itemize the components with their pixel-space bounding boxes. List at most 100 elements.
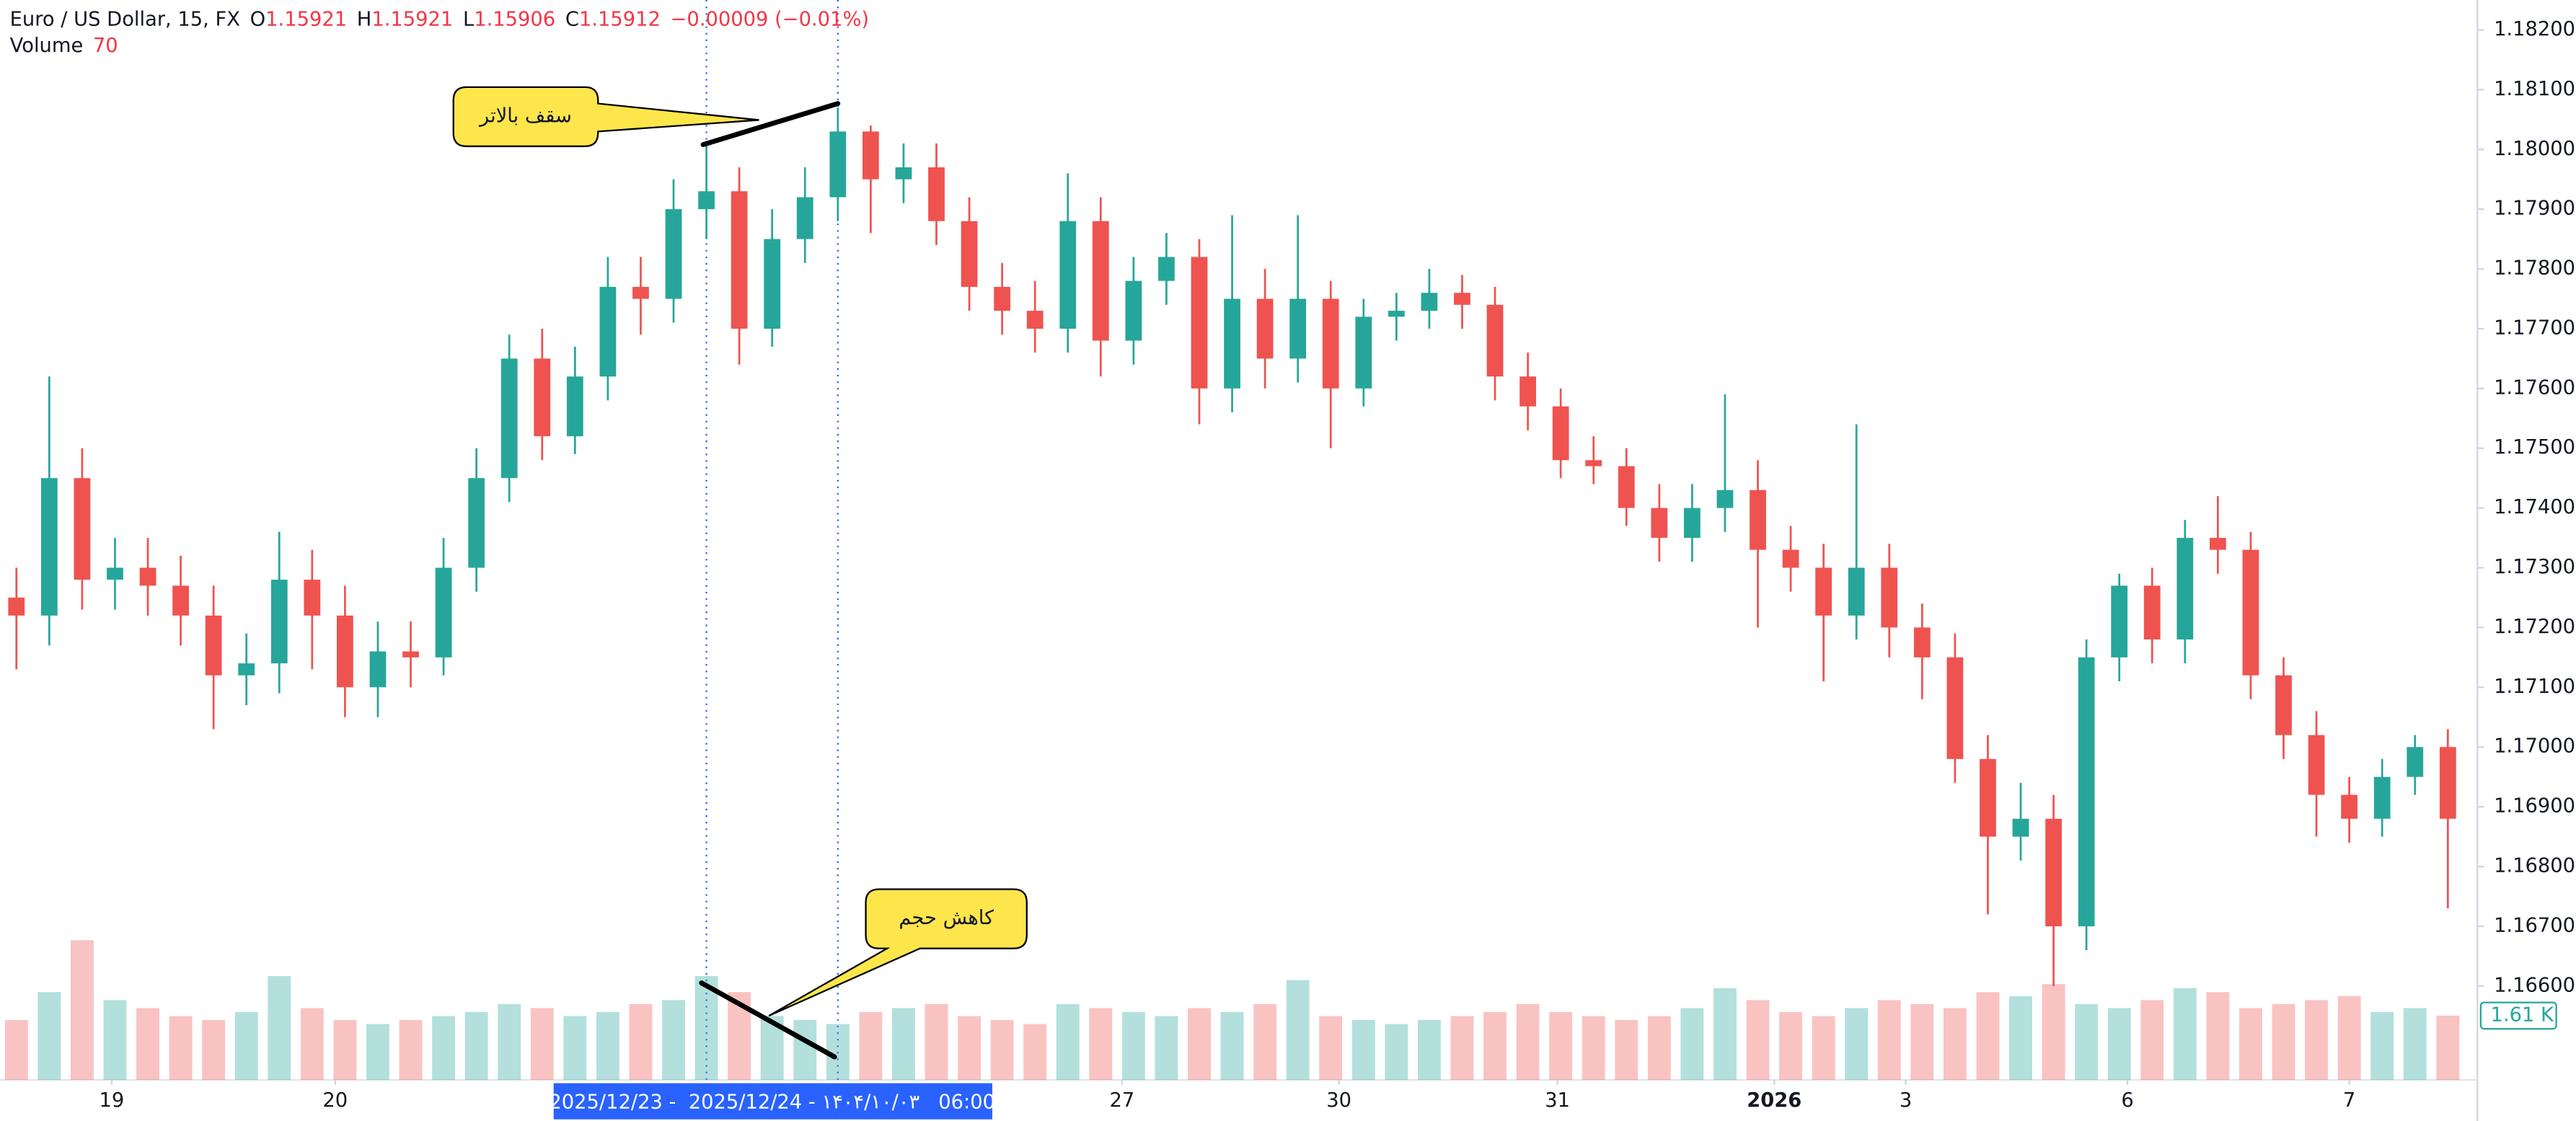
legend-key: H [357,8,372,30]
candle-body [1322,298,1339,389]
volume-bar [498,1003,521,1080]
candle-body [2078,657,2095,926]
candle-body [74,478,91,580]
candle-body [1454,293,1470,305]
y-tick-label: 1.17500 [2494,436,2575,458]
candle-body [2045,818,2062,926]
candle-body [468,478,485,568]
candle-body [895,167,912,180]
volume-bar [1056,1003,1080,1080]
x-tick-label: 30 [1326,1089,1351,1112]
candle-body [270,580,288,664]
volume-bar [629,1003,653,1080]
y-tick-label: 1.17600 [2494,376,2575,399]
legend-key: O [250,8,266,30]
y-tick-label: 1.17800 [2494,257,2575,280]
candle-body [2439,747,2456,819]
volume-bar [1615,1019,1638,1080]
x-tick-label: 27 [1110,1089,1135,1112]
candle-body [961,221,978,287]
volume-bar [2009,996,2032,1080]
volume-bar [1549,1011,1573,1080]
candle-body [139,567,156,586]
volume-label: Volume [10,34,84,56]
y-tick-label: 1.16700 [2494,914,2575,936]
candle-body [2373,776,2391,819]
candle-body [1191,257,1208,389]
y-tick-label: 1.17400 [2494,496,2575,518]
y-tick-label: 1.16600 [2494,974,2575,996]
candle-body [731,191,748,329]
volume-bar [1121,1011,1145,1080]
candle-body [665,209,682,299]
y-tick-label: 1.17700 [2494,316,2575,339]
volume-bar [2075,1003,2099,1080]
candle-body [8,597,25,616]
volume-bar [1680,1008,1704,1080]
candle-body [1651,508,1668,539]
volume-bar [1450,1016,1474,1080]
volume-bar [234,1011,258,1080]
volume-bar [2337,996,2361,1080]
candle-body [1815,567,1832,616]
y-tick-label: 1.18200 [2494,18,2575,40]
candle-body [599,286,617,377]
volume-bar [268,976,291,1080]
candle-body [2242,549,2259,675]
candle-body [369,651,387,688]
volume-bar [1812,1016,1835,1080]
candle-body [2176,538,2194,640]
candle-body [1355,316,1372,389]
volume-bar [136,1008,159,1080]
x-tick-label: 19 [100,1089,125,1112]
volume-bar [2370,1011,2394,1080]
volume-bar [1910,1003,1934,1080]
candle-body [2275,675,2292,735]
candle-body [1980,758,1996,837]
x-tick-label: 20 [322,1089,348,1112]
callout-text: سقف بالاتر [478,105,572,127]
y-tick-label: 1.17100 [2494,675,2575,698]
volume-bar [1943,1008,1967,1080]
candle-body [205,615,222,675]
candle-body [1684,508,1701,539]
x-tick-label: 7 [2343,1089,2355,1112]
candle-body [1946,657,1964,759]
candle-body [1585,460,1602,466]
candle-body [1224,298,1240,389]
candle-body [1421,293,1438,311]
volume-bar [202,1019,226,1080]
volume-bar [1582,1016,1605,1080]
legend-value: 1.15912 [579,8,661,30]
volume-bar [38,992,61,1080]
volume-bar [1417,1019,1441,1080]
candle-body [1782,549,1799,568]
trend-line [700,101,841,148]
volume-bar [2403,1008,2427,1080]
volume-bar [1976,992,2000,1080]
legend: Euro / US Dollar, 15, FX O1.15921 H1.15921… [10,8,869,30]
volume-bar [300,1008,324,1080]
candle-body [1750,489,1766,550]
candle-body [238,663,255,675]
volume-legend: Volume 70 [10,34,118,56]
candle-body [1092,221,1109,341]
legend-key: C [565,8,579,30]
callout [768,888,1028,1017]
candle-body [928,167,945,221]
candle-body [1913,627,1931,657]
volume-bar [793,1019,817,1080]
candle-body [994,286,1011,311]
candle-body [500,358,518,479]
volume-bar [1089,1008,1113,1080]
last-volume-label: 1.61 K [2491,1003,2554,1026]
volume-bar [1746,1000,1770,1080]
volume-bar [1351,1019,1375,1080]
volume-bar [662,1000,685,1080]
y-tick-label: 1.16800 [2494,855,2575,877]
candle-body [2143,585,2161,640]
volume-bar [1877,1000,1901,1080]
x-tick-label: 2026 [1747,1089,1801,1112]
